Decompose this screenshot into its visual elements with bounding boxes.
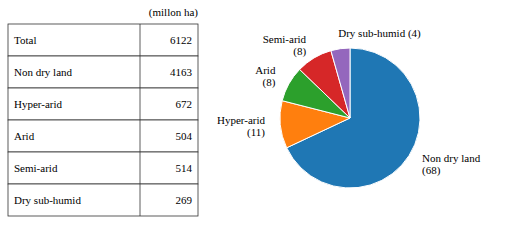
table: (millon ha) Total 6122 Non dry land 4163 Hype…	[8, 6, 198, 216]
slice-label: Hyper-arid(11)	[217, 114, 266, 139]
slice-label-line: Semi-arid	[263, 33, 307, 45]
table-label: Arid	[14, 130, 35, 142]
slice-label: Arid(8)	[255, 64, 276, 89]
table-value: 514	[176, 162, 193, 174]
table-divider	[140, 184, 141, 216]
table-divider	[140, 152, 141, 184]
slice-label: Non dry land(68)	[422, 152, 481, 177]
table-value: 504	[176, 130, 193, 142]
pie: Non dry land(68)Hyper-arid(11)Arid(8)Sem…	[217, 27, 481, 188]
table-label: Total	[14, 34, 36, 46]
slice-label-line: (8)	[263, 76, 276, 89]
slices	[280, 48, 420, 188]
slice-label-line: Arid	[255, 64, 276, 76]
subtitle: (millon ha)	[149, 6, 199, 19]
slice-label-line: (68)	[422, 164, 441, 177]
slice-label-line: Hyper-arid	[217, 114, 266, 126]
table-row	[8, 24, 198, 56]
slice-label-line: Non dry land	[422, 152, 481, 164]
table-divider	[140, 88, 141, 120]
table-row	[8, 184, 198, 216]
chart-root: (millon ha) Total 6122 Non dry land 4163 Hype…	[0, 0, 512, 225]
table-divider	[140, 120, 141, 152]
table-value: 269	[176, 194, 193, 206]
slice-labels: Non dry land(68)Hyper-arid(11)Arid(8)Sem…	[217, 27, 481, 176]
table-divider	[140, 56, 141, 88]
table-label: Non dry land	[14, 66, 73, 78]
table-value: 4163	[170, 66, 193, 78]
table-value: 672	[176, 98, 193, 110]
slice-label-line: Dry sub-humid (4)	[338, 27, 421, 40]
slice-label-line: (11)	[247, 126, 265, 139]
table-row	[8, 88, 198, 120]
table-divider	[140, 24, 141, 56]
table-row	[8, 120, 198, 152]
table-value: 6122	[170, 34, 192, 46]
slice-label: Dry sub-humid (4)	[338, 27, 421, 40]
table-row	[8, 152, 198, 184]
pie-slice	[331, 48, 350, 118]
slice-label-line: (8)	[293, 45, 306, 58]
slice-label: Semi-arid(8)	[263, 33, 307, 58]
table-row	[8, 56, 198, 88]
table-label: Hyper-arid	[14, 98, 63, 110]
table-label: Semi-arid	[14, 162, 58, 174]
table-label: Dry sub-humid	[14, 194, 81, 206]
